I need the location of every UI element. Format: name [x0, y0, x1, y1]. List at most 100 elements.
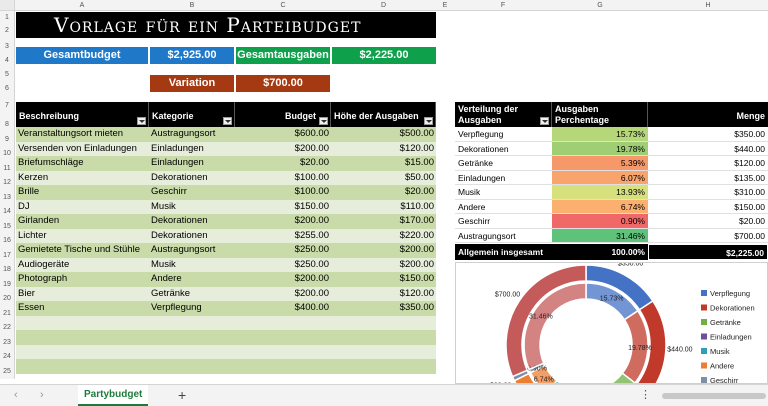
scroll-right-icon[interactable]: › — [40, 389, 44, 401]
distribution-pct[interactable]: 6.07% — [552, 170, 648, 184]
filter-dropdown-icon[interactable] — [424, 117, 433, 125]
table-row[interactable]: Versenden von Einladungen Einladungen $200… — [16, 141, 436, 156]
cell-ausgaben[interactable]: $15.00 — [404, 157, 434, 168]
distribution-pct[interactable]: 0.90% — [552, 214, 648, 228]
cell-kategorie[interactable]: Geschirr — [151, 186, 187, 197]
table-row[interactable] — [16, 359, 436, 374]
cell-ausgaben[interactable]: $120.00 — [399, 287, 434, 299]
distribution-name[interactable]: Andere — [458, 201, 486, 212]
table-row[interactable]: Bier Getränke $200.00 $120.00 — [16, 286, 436, 301]
cell-budget[interactable]: $400.00 — [294, 302, 329, 313]
variation-value[interactable]: $700.00 — [236, 75, 330, 92]
cell-budget[interactable]: $200.00 — [294, 215, 329, 226]
cell-budget[interactable]: $100.00 — [294, 186, 329, 197]
row-header[interactable]: 21 — [0, 306, 15, 321]
horizontal-scrollbar[interactable] — [662, 393, 766, 399]
row-header[interactable]: 18 — [0, 263, 15, 278]
more-options-icon[interactable]: ⋮ — [640, 389, 651, 401]
cell-ausgaben[interactable]: $170.00 — [399, 215, 434, 226]
cell-budget[interactable]: $250.00 — [294, 258, 329, 270]
table-row[interactable] — [16, 315, 436, 331]
distribution-name[interactable]: Getränke — [458, 158, 493, 168]
cell-beschreibung[interactable]: Girlanden — [18, 215, 60, 226]
distribution-name[interactable]: Austragungsort — [458, 230, 516, 241]
distribution-row[interactable]: Dekorationen 19.78% $440.00 — [455, 141, 768, 156]
table-row[interactable]: Kerzen Dekorationen $100.00 $50.00 — [16, 170, 436, 185]
row-header[interactable]: 7 — [0, 93, 15, 118]
cell-beschreibung[interactable]: Kerzen — [18, 171, 49, 183]
cell-beschreibung[interactable]: Brille — [18, 186, 40, 197]
distribution-pct[interactable]: 5.39% — [552, 156, 648, 170]
cell-ausgaben[interactable] — [331, 359, 436, 374]
row-header[interactable]: 20 — [0, 292, 15, 307]
cell-kategorie[interactable]: Austragungsort — [151, 244, 216, 255]
cell-kategorie[interactable]: Dekorationen — [151, 171, 208, 183]
row-header[interactable]: 12 — [0, 176, 15, 191]
select-all-corner[interactable] — [0, 0, 15, 11]
cell-ausgaben[interactable] — [331, 330, 436, 345]
row-header[interactable]: 16 — [0, 234, 15, 249]
table-row[interactable] — [16, 344, 436, 360]
gesamtbudget-value[interactable]: $2,925.00 — [150, 47, 234, 64]
column-header-f[interactable]: F — [454, 0, 552, 11]
distribution-pct[interactable]: 15.73% — [552, 127, 648, 141]
filter-dropdown-icon[interactable] — [137, 117, 146, 125]
column-header-h[interactable]: H — [648, 0, 768, 11]
distribution-pct[interactable]: 6.74% — [552, 199, 648, 213]
cell-ausgaben[interactable]: $500.00 — [399, 128, 434, 139]
distribution-amount[interactable]: $310.00 — [734, 187, 765, 197]
cell-ausgaben[interactable]: $120.00 — [399, 142, 434, 154]
header-budget[interactable]: Budget — [235, 102, 331, 127]
donut-inner-slice[interactable] — [610, 372, 637, 384]
add-sheet-button[interactable]: + — [178, 387, 187, 403]
distribution-name[interactable]: Dekorationen — [458, 143, 509, 154]
cell-budget[interactable] — [235, 359, 331, 374]
cell-beschreibung[interactable]: Veranstaltungsort mieten — [18, 128, 124, 139]
row-header[interactable]: 1 — [0, 11, 15, 24]
total-amount[interactable]: $2,225.00 — [648, 244, 768, 260]
donut-outer-slice[interactable] — [636, 299, 667, 384]
cell-kategorie[interactable] — [149, 316, 235, 331]
distribution-name[interactable]: Verpflegung — [458, 129, 504, 139]
cell-ausgaben[interactable]: $50.00 — [404, 171, 434, 183]
distribution-name[interactable]: Musik — [458, 187, 481, 197]
cell-beschreibung[interactable]: Photograph — [18, 273, 68, 284]
table-row[interactable]: Lichter Dekorationen $255.00 $220.00 — [16, 228, 436, 243]
column-header-g[interactable]: G — [552, 0, 648, 11]
table-row[interactable]: Essen Verpflegung $400.00 $350.00 — [16, 301, 436, 316]
cell-beschreibung[interactable]: Essen — [18, 302, 45, 313]
cell-beschreibung[interactable]: Audiogeräte — [18, 258, 70, 270]
cell-ausgaben[interactable]: $200.00 — [399, 244, 434, 255]
cell-kategorie[interactable]: Austragungsort — [151, 128, 216, 139]
cell-ausgaben[interactable]: $110.00 — [400, 200, 434, 212]
cell-kategorie[interactable]: Getränke — [151, 287, 191, 299]
table-row[interactable]: Audiogeräte Musik $250.00 $200.00 — [16, 257, 436, 272]
row-header[interactable]: 11 — [0, 161, 15, 176]
row-header[interactable]: 22 — [0, 321, 15, 336]
donut-inner-slice[interactable] — [523, 282, 587, 371]
distribution-row[interactable]: Geschirr 0.90% $20.00 — [455, 214, 768, 229]
cell-ausgaben[interactable] — [331, 345, 436, 360]
column-header-a[interactable]: A — [15, 0, 149, 11]
cell-ausgaben[interactable]: $350.00 — [399, 302, 434, 313]
column-header-d[interactable]: D — [331, 0, 436, 11]
distribution-row[interactable]: Musik 13.93% $310.00 — [455, 185, 768, 200]
scroll-left-icon[interactable]: ‹ — [14, 389, 18, 401]
sheet-tab-partybudget[interactable]: Partybudget — [78, 385, 149, 406]
row-header[interactable]: 2 — [0, 24, 15, 37]
distribution-pct[interactable]: 19.78% — [552, 141, 648, 155]
row-header[interactable]: 17 — [0, 248, 15, 263]
row-header[interactable]: 4 — [0, 56, 15, 65]
filter-dropdown-icon[interactable] — [540, 117, 549, 125]
table-row[interactable]: Briefumschläge Einladungen $20.00 $15.00 — [16, 156, 436, 171]
expense-donut-chart[interactable]: 15.73%$350.0019.78%$440.005.39%$120.0013… — [455, 262, 768, 384]
cell-ausgaben[interactable]: $150.00 — [399, 273, 434, 284]
table-row[interactable]: Photograph Andere $200.00 $150.00 — [16, 272, 436, 287]
cell-beschreibung[interactable]: DJ — [18, 200, 30, 212]
cell-budget[interactable] — [235, 330, 331, 345]
cell-beschreibung[interactable] — [16, 330, 149, 345]
row-header[interactable]: 15 — [0, 219, 15, 234]
distribution-amount[interactable]: $20.00 — [739, 216, 765, 226]
header-verteilung[interactable]: Verteilung der Ausgaben — [455, 102, 552, 127]
header-beschreibung[interactable]: Beschreibung — [16, 102, 149, 127]
